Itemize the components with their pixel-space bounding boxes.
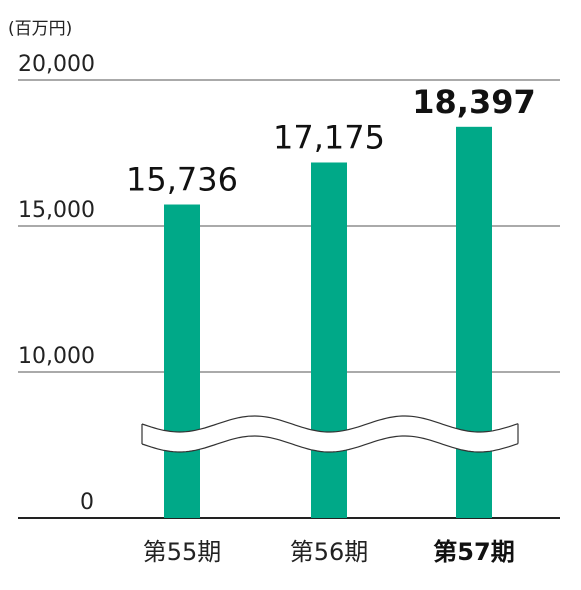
bar-value-label: 15,736 — [126, 161, 238, 199]
axis-break-line-top — [141, 415, 519, 433]
bar — [456, 126, 492, 518]
y-tick-label: 20,000 — [18, 52, 95, 77]
labels: 20,000 15,000 10,000 0 15,736 第55期 17,175 第56期 1… — [18, 52, 536, 566]
bars — [164, 126, 492, 519]
x-category-label: 第57期 — [433, 538, 514, 566]
x-category-label: 第55期 — [143, 538, 222, 566]
y-tick-label: 0 — [80, 490, 94, 515]
axis-break-band — [142, 416, 518, 452]
axis-break-line-bottom — [141, 435, 519, 453]
unit-label: (百万円) — [8, 19, 72, 39]
bar — [164, 204, 200, 519]
y-tick-label: 15,000 — [18, 198, 95, 223]
y-tick-label: 10,000 — [18, 344, 95, 369]
x-category-label: 第56期 — [290, 538, 369, 566]
bar-value-label: 17,175 — [273, 118, 385, 156]
bar-value-label: 18,397 — [412, 83, 535, 121]
bar — [311, 162, 347, 519]
axis-break — [141, 415, 519, 453]
